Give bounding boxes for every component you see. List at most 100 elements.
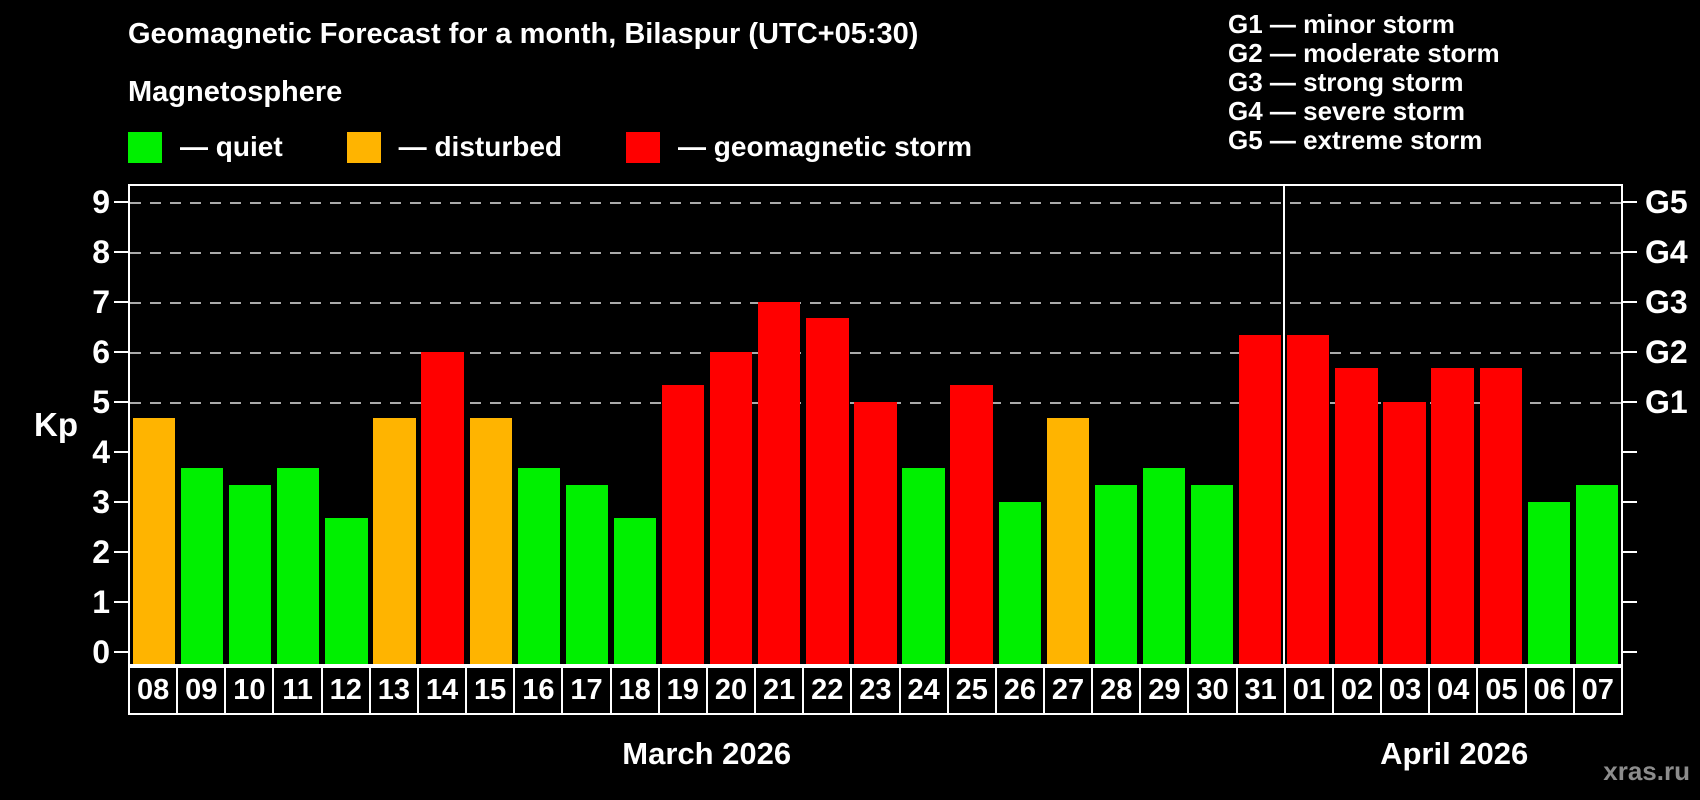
day-cell-24: 24	[898, 666, 949, 715]
bar-slot-24	[900, 186, 948, 664]
page-title: Geomagnetic Forecast for a month, Bilasp…	[128, 18, 919, 50]
plot-inner	[130, 186, 1621, 664]
day-cell-01: 01	[1283, 666, 1334, 715]
grid-line-6	[130, 352, 1621, 354]
month-label-march: March 2026	[622, 736, 792, 771]
y-tick-left-4	[114, 451, 130, 453]
day-cell-26: 26	[994, 666, 1045, 715]
plot-area	[128, 184, 1623, 666]
bar-day-02	[1335, 368, 1378, 664]
bar-slot-22	[803, 186, 851, 664]
y-tick-right-1	[1621, 601, 1637, 603]
bar-day-23	[854, 402, 897, 664]
day-cell-08: 08	[128, 666, 179, 715]
bar-slot-03	[1380, 186, 1428, 664]
bar-slot-23	[851, 186, 899, 664]
day-cell-13: 13	[368, 666, 419, 715]
bar-slot-20	[707, 186, 755, 664]
bar-day-05	[1479, 368, 1522, 664]
day-cell-18: 18	[609, 666, 660, 715]
bar-day-27	[1046, 418, 1089, 664]
bar-day-14	[421, 352, 464, 664]
day-cell-20: 20	[705, 666, 757, 715]
legend-item-quiet: — quiet	[128, 131, 283, 163]
g-legend-line-2: G2 — moderate storm	[1228, 38, 1500, 68]
bar-day-21	[758, 302, 801, 664]
bar-slot-07	[1573, 186, 1621, 664]
y-tick-left-2	[114, 551, 130, 553]
grid-line-7	[130, 302, 1621, 304]
day-cell-07: 07	[1572, 666, 1623, 715]
bar-day-20	[710, 352, 753, 664]
day-cell-23: 23	[850, 666, 901, 715]
legend-item-storm: — geomagnetic storm	[626, 131, 972, 163]
bar-slot-14	[419, 186, 467, 664]
day-cell-22: 22	[802, 666, 853, 715]
bar-day-10	[229, 485, 272, 664]
bar-slot-31	[1236, 186, 1284, 664]
day-cell-28: 28	[1091, 666, 1142, 715]
day-cell-06: 06	[1524, 666, 1575, 715]
color-legend: — quiet — disturbed — geomagnetic storm	[128, 131, 972, 163]
g-legend-line-5: G5 — extreme storm	[1228, 125, 1483, 155]
bar-day-13	[373, 418, 416, 664]
grid-line-8	[130, 252, 1621, 254]
bar-day-01	[1287, 335, 1330, 664]
bar-day-31	[1239, 335, 1282, 664]
storm-swatch	[626, 131, 661, 163]
g-label-G3: G3	[1645, 284, 1688, 320]
y-tick-right-6	[1621, 351, 1637, 353]
y-tick-left-0	[114, 651, 130, 653]
g-legend-line-3: G3 — strong storm	[1228, 67, 1464, 97]
day-cell-29: 29	[1139, 666, 1190, 715]
y-label-7: 7	[92, 284, 110, 320]
disturbed-swatch	[346, 131, 381, 163]
y-label-1: 1	[92, 584, 110, 620]
bar-day-03	[1383, 402, 1426, 664]
g-legend-line-4: G4 — severe storm	[1228, 96, 1466, 126]
y-label-5: 5	[92, 384, 110, 420]
bar-day-25	[950, 385, 993, 664]
g-label-G5: G5	[1645, 184, 1688, 220]
g-scale-legend: G1 — minor storm G2 — moderate storm G3 — …	[1228, 10, 1500, 155]
bar-slot-19	[659, 186, 707, 664]
day-cell-14: 14	[416, 666, 468, 715]
bar-slot-16	[515, 186, 563, 664]
bar-day-12	[325, 518, 368, 664]
day-cell-27: 27	[1042, 666, 1094, 715]
bar-slot-04	[1429, 186, 1477, 664]
y-label-0: 0	[92, 634, 110, 670]
day-cell-12: 12	[320, 666, 371, 715]
bar-slot-26	[996, 186, 1044, 664]
g-legend-line-1: G1 — minor storm	[1228, 9, 1455, 39]
bar-slot-01	[1284, 186, 1332, 664]
bar-slot-15	[467, 186, 515, 664]
bar-slot-11	[274, 186, 322, 664]
y-tick-left-9	[114, 201, 130, 203]
day-cell-10: 10	[224, 666, 275, 715]
day-cell-09: 09	[176, 666, 227, 715]
bar-slot-05	[1477, 186, 1525, 664]
bar-day-09	[180, 468, 224, 664]
day-cell-05: 05	[1476, 666, 1527, 715]
bar-slot-09	[178, 186, 226, 664]
day-cell-16: 16	[513, 666, 564, 715]
y-tick-right-7	[1621, 301, 1637, 303]
day-cell-21: 21	[754, 666, 805, 715]
bar-day-07	[1575, 485, 1619, 664]
g-label-G1: G1	[1645, 384, 1688, 420]
bar-slot-08	[130, 186, 178, 664]
g-label-G4: G4	[1645, 234, 1688, 270]
y-tick-left-8	[114, 251, 130, 253]
day-cell-19: 19	[657, 666, 708, 715]
bar-day-11	[277, 468, 320, 664]
bar-day-17	[565, 485, 609, 664]
y-label-4: 4	[92, 434, 110, 470]
legend-label: — geomagnetic storm	[678, 131, 973, 162]
bar-slot-12	[322, 186, 370, 664]
bar-slot-29	[1140, 186, 1188, 664]
y-tick-right-3	[1621, 501, 1637, 503]
bar-slot-27	[1044, 186, 1092, 664]
y-tick-right-0	[1621, 651, 1637, 653]
